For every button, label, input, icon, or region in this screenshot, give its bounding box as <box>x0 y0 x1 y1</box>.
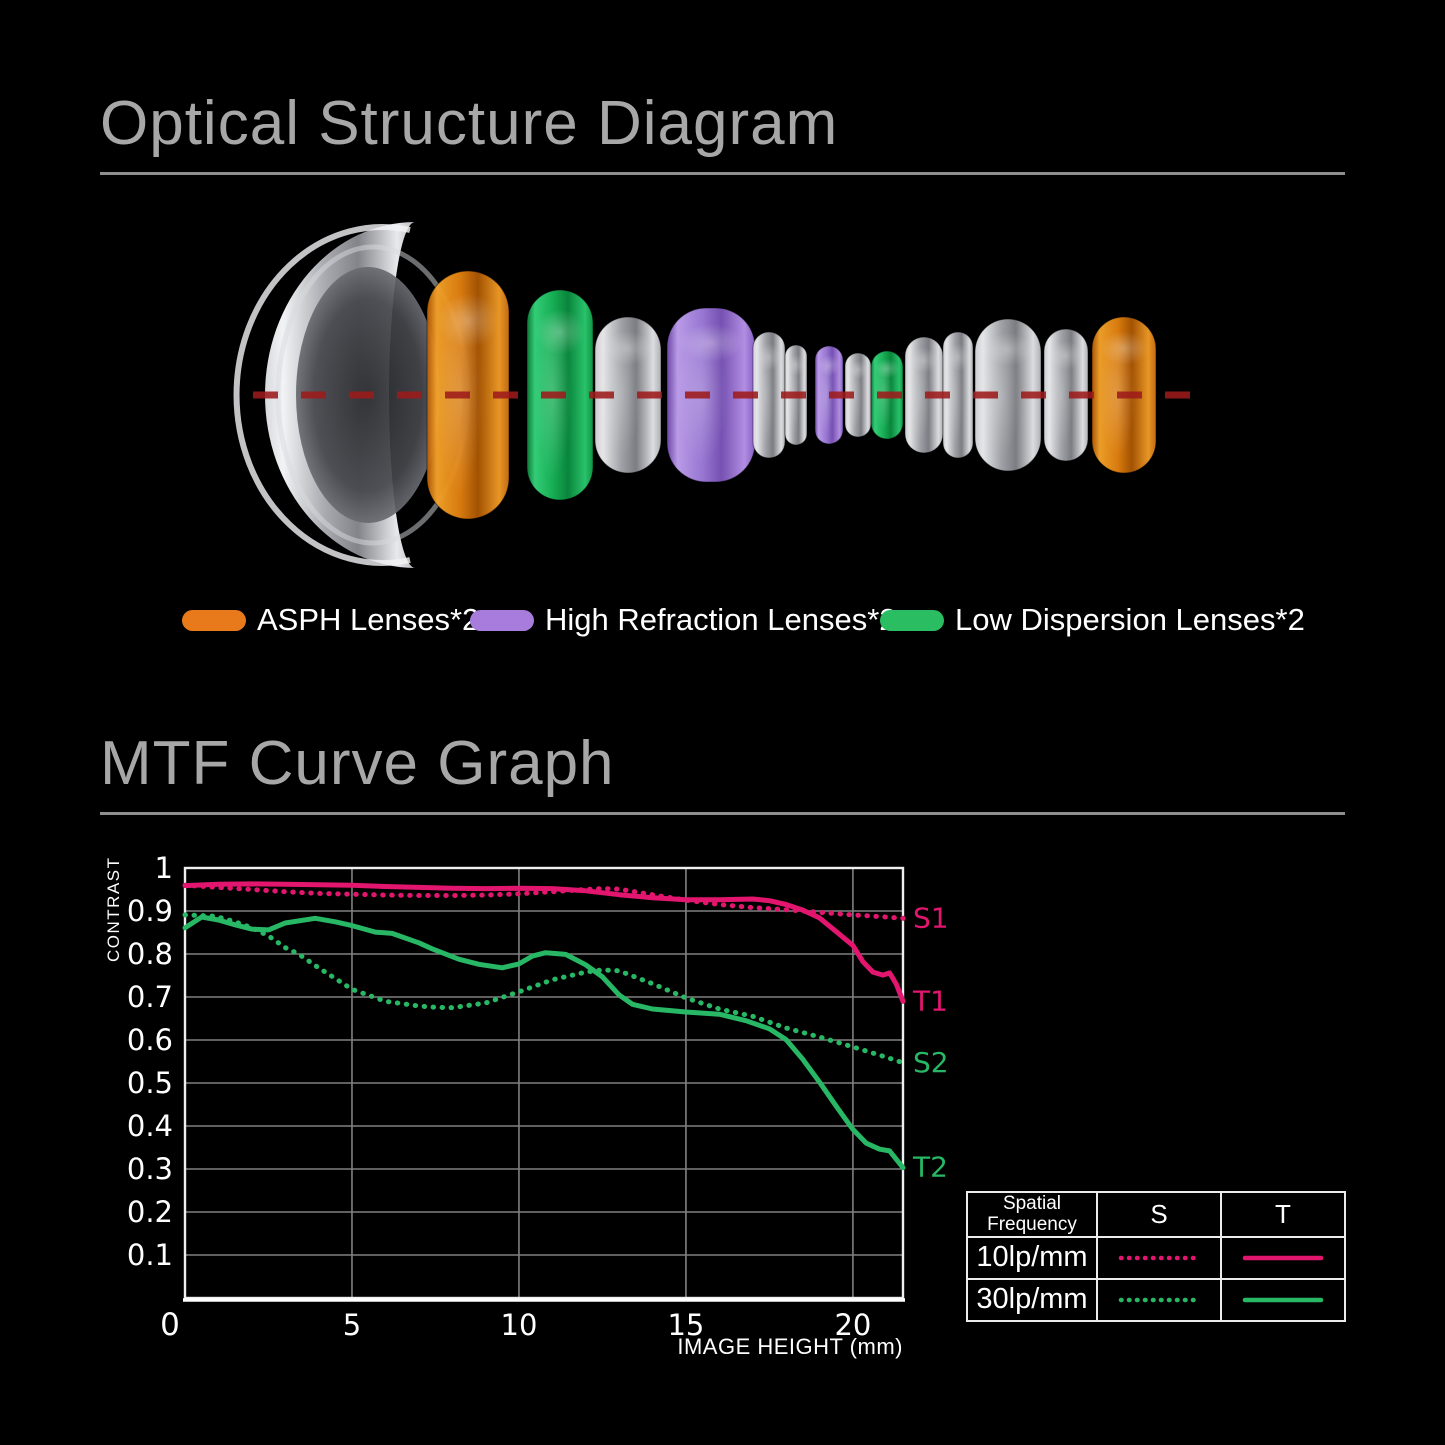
mtf-legend-table: Spatial Frequency S T 10lp/mm 30lp/mm <box>966 1191 1346 1322</box>
y-tick-label: 0.7 <box>127 980 173 1014</box>
legend-table-row-30lpmm: 30lp/mm <box>966 1277 1346 1322</box>
high-refraction-label: High Refraction Lenses*2 <box>545 602 897 637</box>
y-tick-label: 0.4 <box>127 1109 173 1143</box>
mtf-section-title: MTF Curve Graph <box>100 729 615 798</box>
y-tick-label: 0.6 <box>127 1023 173 1057</box>
mtf-chart: 0.10.20.30.40.50.60.70.80.910 5 10 15 20CONT… <box>104 851 949 1359</box>
curve-S1 <box>182 882 906 921</box>
lens-element-clear <box>974 318 1042 472</box>
lens-element-purple <box>666 307 756 483</box>
curve-T2 <box>182 914 906 1171</box>
x-axis-title: IMAGE HEIGHT (mm) <box>677 1334 903 1359</box>
freq-30lpmm-label: 30lp/mm <box>966 1277 1098 1322</box>
sample-30lpmm-s <box>1096 1277 1222 1322</box>
freq-10lpmm-label: 10lp/mm <box>966 1235 1098 1280</box>
legend-item-high-refraction: High Refraction Lenses*2 <box>470 602 897 637</box>
x-tick-label: 20 <box>834 1308 871 1342</box>
optical-section-title: Optical Structure Diagram <box>100 89 839 158</box>
header-tangential: T <box>1220 1191 1346 1238</box>
lens-element-clear <box>904 336 944 454</box>
solid-line-sample <box>1242 1297 1324 1302</box>
plot-border <box>183 866 905 1300</box>
curve-S2 <box>182 912 906 1066</box>
solid-line-sample <box>1242 1255 1324 1260</box>
asph-color-swatch <box>182 609 246 631</box>
curve-label-S2: S2 <box>913 1046 949 1079</box>
x-tick-label: 10 <box>501 1308 538 1342</box>
y-tick-label: 0.8 <box>127 937 173 971</box>
mtf-title-rule <box>100 812 1345 815</box>
sample-30lpmm-t <box>1220 1277 1346 1322</box>
dotted-line-sample <box>1118 1255 1200 1260</box>
origin-tick-label: 0 <box>160 1307 180 1343</box>
y-tick-label: 0.3 <box>127 1152 173 1186</box>
lens-element-clear <box>594 316 662 474</box>
y-tick-label: 1 <box>155 851 173 885</box>
curve-label-T1: T1 <box>912 984 948 1017</box>
lens-element-clear <box>942 331 974 459</box>
low-dispersion-color-swatch <box>880 609 944 631</box>
dotted-line-sample <box>1118 1297 1200 1302</box>
y-axis-title: CONTRAST <box>104 857 123 963</box>
header-sagittal: S <box>1096 1191 1222 1238</box>
lens-element-clear <box>844 352 872 438</box>
sample-10lpmm-t <box>1220 1235 1346 1280</box>
legend-table-header-row: Spatial Frequency S T <box>966 1191 1346 1238</box>
optical-structure-diagram <box>233 222 1190 568</box>
legend-item-low-dispersion: Low Dispersion Lenses*2 <box>880 602 1305 637</box>
asph-label: ASPH Lenses*2 <box>257 602 480 637</box>
header-spatial-frequency: Spatial Frequency <box>966 1191 1098 1238</box>
y-tick-label: 0.2 <box>127 1195 173 1229</box>
curve-label-T2: T2 <box>912 1151 948 1184</box>
optical-title-rule <box>100 172 1345 175</box>
x-tick-label: 15 <box>667 1308 704 1342</box>
legend-item-asph: ASPH Lenses*2 <box>182 602 480 637</box>
y-tick-label: 0.9 <box>127 894 173 928</box>
y-tick-label: 0.1 <box>127 1238 173 1272</box>
lens-legend: ASPH Lenses*2 High Refraction Lenses*2 L… <box>0 602 1445 637</box>
sample-10lpmm-s <box>1096 1235 1222 1280</box>
y-tick-label: 0.5 <box>127 1066 173 1100</box>
legend-table-row-10lpmm: 10lp/mm <box>966 1235 1346 1280</box>
lens-element-clear <box>752 331 786 459</box>
curve-label-S1: S1 <box>913 901 949 934</box>
x-tick-label: 5 <box>343 1308 361 1342</box>
curve-T1 <box>182 881 906 1004</box>
high-refraction-color-swatch <box>470 609 534 631</box>
low-dispersion-label: Low Dispersion Lenses*2 <box>955 602 1305 637</box>
